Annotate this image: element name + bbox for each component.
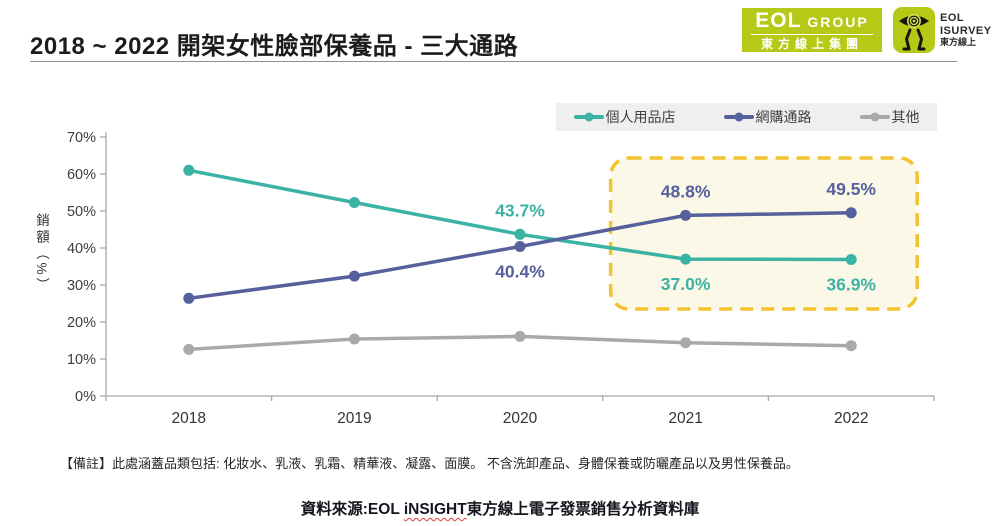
eol-group-logo: EOL GROUP 東方線上集團	[742, 8, 882, 52]
y-tick-label: 20%	[67, 315, 96, 331]
data-point	[845, 254, 857, 265]
title-divider	[30, 61, 957, 62]
eol-isurvey-logo: EOL ISURVEY 東方線上	[893, 7, 992, 53]
legend-marker-icon	[723, 112, 754, 122]
footnote: 【備註】此處涵蓋品類包括: 化妝水、乳液、乳霜、精華液、凝露、面膜。 不含洗卸產…	[60, 456, 799, 471]
highlight-box	[608, 156, 919, 311]
data-label: 36.9%	[826, 275, 876, 295]
y-axis-title: 銷額（%）	[34, 213, 49, 295]
x-tick-label: 2022	[834, 410, 868, 427]
legend-marker-icon	[573, 112, 604, 122]
source-suffix: 東方線上電子發票銷售分析資料庫	[466, 501, 700, 518]
data-point	[514, 330, 526, 342]
data-label: 49.5%	[826, 179, 876, 199]
x-tick-label: 2018	[172, 410, 206, 427]
y-tick-label: 60%	[67, 167, 96, 183]
source-line: 資料來源:EOL iNSIGHT東方線上電子發票銷售分析資料庫	[0, 497, 1000, 519]
data-point	[514, 241, 526, 252]
legend-label: 其他	[891, 109, 920, 125]
y-tick-label: 30%	[67, 278, 96, 294]
isurvey-text-cjk: 東方線上	[940, 37, 977, 48]
legend-dot-icon	[734, 112, 743, 122]
data-point	[348, 333, 360, 345]
y-tick-label: 10%	[67, 352, 96, 368]
legend-item-0: 個人用品店	[573, 107, 676, 127]
data-point	[680, 209, 692, 221]
source-insight-word: iNSIGHT	[403, 501, 467, 518]
data-point	[514, 228, 526, 240]
data-point	[680, 337, 692, 349]
data-label: 37.0%	[661, 274, 711, 294]
y-tick-label: 70%	[67, 130, 96, 146]
eol-isurvey-logo-text: EOL ISURVEY 東方線上	[940, 12, 992, 48]
data-point	[183, 343, 195, 355]
legend-item-1: 網購通路	[723, 107, 812, 127]
isurvey-creature-icon	[893, 7, 935, 53]
eol-group-logo-group: GROUP	[807, 13, 869, 30]
source-prefix: 資料來源:EOL	[300, 501, 404, 518]
legend-marker-icon	[859, 112, 890, 122]
data-point	[183, 164, 195, 176]
data-point	[183, 292, 195, 304]
legend-item-2: 其他	[859, 107, 920, 127]
data-point	[348, 270, 360, 282]
isurvey-text-isurvey: ISURVEY	[940, 24, 992, 37]
y-tick-label: 40%	[67, 241, 96, 257]
data-point	[845, 340, 857, 352]
chart-legend: 個人用品店 網購通路 其他	[556, 103, 937, 131]
eol-group-logo-cjk: 東方線上集團	[760, 36, 863, 51]
isurvey-text-eol: EOL	[940, 12, 965, 25]
data-label: 40.4%	[495, 262, 545, 282]
y-tick-label: 0%	[75, 389, 96, 405]
x-tick-label: 2019	[337, 410, 371, 427]
x-tick-label: 2020	[503, 410, 538, 427]
y-tick-label: 50%	[67, 204, 96, 220]
legend-dot-icon	[584, 112, 593, 122]
eol-group-logo-eol: EOL	[755, 8, 802, 32]
data-point	[348, 197, 360, 208]
eol-group-logo-line1: EOL GROUP	[750, 10, 874, 31]
data-label: 48.8%	[661, 181, 711, 201]
data-label: 43.7%	[495, 200, 545, 220]
legend-label: 網購通路	[755, 109, 812, 125]
legend-dot-icon	[870, 112, 879, 122]
legend-label: 個人用品店	[605, 109, 676, 125]
data-point	[845, 207, 857, 219]
eol-group-logo-divider	[751, 33, 873, 35]
page-title: 2018 ~ 2022 開架女性臉部保養品 - 三大通路	[30, 33, 519, 60]
x-tick-label: 2021	[668, 410, 702, 427]
data-point	[680, 253, 692, 265]
